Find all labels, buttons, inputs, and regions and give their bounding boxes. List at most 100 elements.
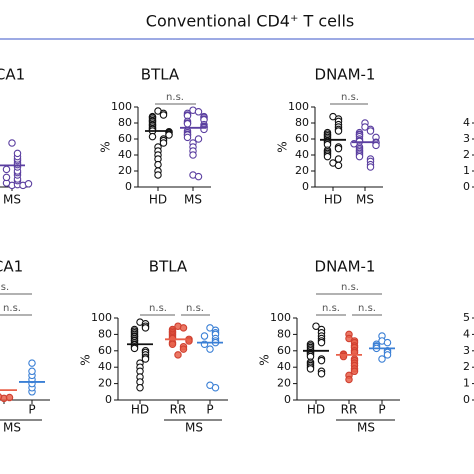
y-tick-label: 100 bbox=[91, 311, 112, 324]
data-point bbox=[2, 173, 11, 182]
x-tick-label: RR bbox=[170, 403, 187, 417]
data-point bbox=[334, 161, 343, 170]
significance-label: n.s. bbox=[186, 303, 204, 314]
y-tick-label: 0 bbox=[284, 393, 291, 406]
y-tick-label: 20 bbox=[277, 377, 291, 390]
significance-label: n.s. bbox=[149, 303, 167, 314]
data-point bbox=[154, 171, 162, 179]
y-tick-label: 2 bbox=[463, 360, 470, 373]
y-tick-label: 4 bbox=[463, 327, 470, 340]
y-tick-label: 60 bbox=[295, 132, 309, 145]
y-axis-label: % bbox=[79, 354, 93, 365]
y-tick-label: 20 bbox=[98, 377, 112, 390]
data-point bbox=[306, 365, 315, 373]
x-tick-label: MS bbox=[3, 193, 21, 207]
panel-title: DNAM-1 bbox=[315, 258, 376, 276]
x-tick-label: P bbox=[378, 403, 385, 417]
data-point bbox=[334, 127, 343, 135]
data-point bbox=[159, 111, 168, 119]
data-point bbox=[194, 172, 203, 181]
data-point bbox=[206, 345, 214, 353]
significance-label: s. bbox=[1, 282, 9, 293]
y-tick-label: 4 bbox=[463, 116, 470, 129]
data-point bbox=[366, 127, 375, 135]
data-point bbox=[317, 338, 326, 347]
data-point bbox=[183, 120, 192, 128]
data-point bbox=[345, 375, 353, 384]
data-point bbox=[323, 152, 332, 161]
y-tick-label: 2 bbox=[463, 148, 470, 161]
data-point bbox=[5, 393, 14, 402]
data-point bbox=[355, 152, 364, 161]
y-tick-label: 80 bbox=[295, 116, 309, 129]
data-point bbox=[136, 383, 144, 392]
panel-title: CA1 bbox=[0, 258, 23, 276]
data-point bbox=[168, 340, 177, 348]
y-tick-label: 40 bbox=[295, 148, 309, 161]
panel-title: BTLA bbox=[149, 258, 188, 276]
x-tick-label: MS bbox=[356, 193, 374, 207]
significance-label: n.s. bbox=[3, 303, 21, 314]
data-point bbox=[154, 160, 162, 169]
data-point bbox=[383, 351, 392, 359]
panel-title: CA1 bbox=[0, 66, 25, 84]
data-point bbox=[179, 324, 188, 332]
x-tick-label: P bbox=[206, 403, 213, 417]
y-tick-label: 80 bbox=[98, 327, 112, 340]
x-tick-label: HD bbox=[131, 403, 149, 417]
data-point bbox=[13, 149, 22, 158]
data-point bbox=[28, 359, 36, 367]
significance-label: n.s. bbox=[358, 303, 376, 314]
y-axis-label: % bbox=[99, 141, 113, 152]
data-point bbox=[183, 133, 192, 142]
data-point bbox=[366, 163, 375, 171]
significance-label: n.s. bbox=[322, 303, 340, 314]
data-point bbox=[24, 180, 33, 188]
data-point bbox=[317, 370, 326, 378]
y-tick-label: 100 bbox=[288, 100, 309, 113]
y-tick-label: 3 bbox=[463, 132, 470, 145]
group-label: MS bbox=[185, 421, 203, 435]
y-tick-label: 40 bbox=[277, 360, 291, 373]
x-tick-label: HD bbox=[324, 193, 342, 207]
data-point bbox=[372, 141, 380, 150]
y-tick-label: 0 bbox=[125, 180, 132, 193]
y-tick-label: 60 bbox=[98, 344, 112, 357]
y-tick-label: 5 bbox=[463, 311, 470, 324]
y-tick-label: 80 bbox=[118, 116, 132, 129]
data-point bbox=[194, 108, 203, 116]
data-point bbox=[148, 132, 157, 141]
y-tick-label: 40 bbox=[98, 360, 112, 373]
data-point bbox=[211, 383, 220, 392]
y-tick-label: 0 bbox=[463, 180, 470, 193]
data-point bbox=[350, 367, 359, 376]
data-point bbox=[8, 139, 16, 147]
x-tick-label: RR bbox=[341, 403, 358, 417]
group-label: MS bbox=[3, 421, 21, 435]
data-point bbox=[159, 139, 168, 147]
y-tick-label: 100 bbox=[111, 100, 132, 113]
y-tick-label: 60 bbox=[118, 132, 132, 145]
data-point bbox=[383, 338, 392, 347]
significance-label: n.s. bbox=[341, 282, 359, 293]
data-point bbox=[317, 356, 326, 365]
y-tick-label: 0 bbox=[463, 393, 470, 406]
y-tick-label: 20 bbox=[118, 164, 132, 177]
y-tick-label: 60 bbox=[277, 344, 291, 357]
significance-label: n.s. bbox=[341, 92, 359, 103]
data-point bbox=[179, 345, 188, 353]
data-point bbox=[334, 144, 343, 153]
panel-title: DNAM-1 bbox=[315, 66, 376, 84]
data-point bbox=[0, 393, 3, 401]
y-tick-label: 3 bbox=[463, 344, 470, 357]
data-point bbox=[28, 367, 36, 376]
significance-label: n.s. bbox=[166, 92, 184, 103]
y-tick-label: 1 bbox=[463, 164, 470, 177]
data-point bbox=[189, 151, 197, 159]
data-point bbox=[130, 344, 139, 353]
data-point bbox=[194, 135, 203, 143]
x-tick-label: HD bbox=[307, 403, 325, 417]
data-point bbox=[378, 355, 386, 363]
data-point bbox=[2, 165, 11, 174]
